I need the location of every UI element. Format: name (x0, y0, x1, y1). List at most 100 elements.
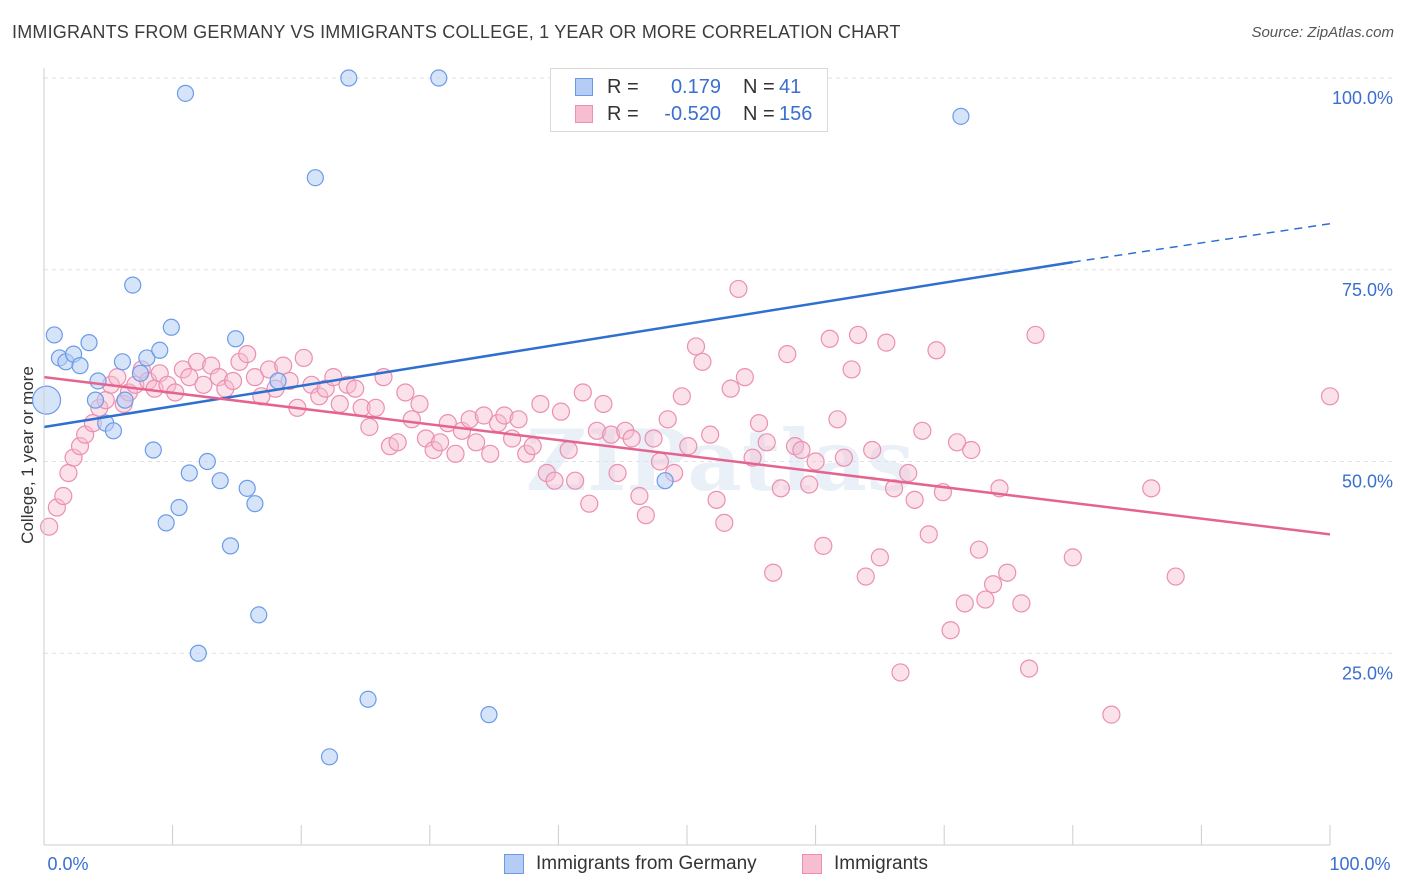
immigrants-point (778, 345, 797, 364)
germany-point (113, 353, 132, 371)
immigrants-point (1012, 594, 1031, 613)
germany-point (157, 514, 175, 532)
germany-trend-extension (1072, 222, 1331, 263)
immigrants-point (658, 410, 677, 429)
immigrants-point (509, 410, 528, 429)
legend-r-value: -0.520 (664, 102, 721, 125)
correlation-legend: R = 0.179 N = 41 R = -0.520 N = 156 (550, 68, 828, 132)
immigrants-point (870, 548, 890, 567)
germany-point (144, 441, 162, 459)
immigrants-point (701, 425, 720, 444)
germany-point (227, 330, 245, 348)
immigrants-point (40, 517, 59, 536)
immigrants-point (54, 486, 73, 506)
immigrants-point (715, 513, 734, 532)
legend-r-label: R = (607, 75, 639, 98)
germany-point (45, 326, 63, 344)
immigrants-point (842, 360, 861, 379)
immigrants-point (1019, 659, 1039, 678)
legend-swatch-pink (575, 105, 593, 123)
germany-point (198, 452, 216, 471)
germany-point (138, 349, 156, 367)
germany-point (131, 364, 150, 382)
immigrants-point (608, 463, 627, 483)
immigrants-point (545, 471, 564, 490)
immigrants-point (721, 379, 740, 398)
germany-point (31, 385, 62, 415)
immigrants-point (47, 498, 66, 517)
immigrants-point (446, 444, 465, 463)
legend-row-germany: R = 0.179 N = 41 (575, 74, 801, 100)
immigrants-point (594, 394, 613, 414)
bottom-legend-germany: Immigrants from Germany (504, 852, 757, 876)
immigrants-point (848, 325, 868, 345)
immigrants-point (771, 479, 790, 498)
immigrants-point (672, 387, 691, 406)
legend-n-label: N = (743, 102, 775, 125)
immigrants-point (108, 368, 127, 387)
immigrants-point (622, 429, 641, 448)
immigrants-point (1063, 548, 1082, 567)
immigrants-point (743, 448, 762, 467)
y-tick-label: 50.0% (1342, 472, 1393, 492)
immigrants-point (800, 475, 819, 494)
legend-n-value: 156 (779, 102, 813, 125)
immigrants-point (820, 329, 839, 348)
immigrants-point (757, 433, 776, 452)
immigrants-point (1320, 387, 1340, 406)
immigrants-trend-line (43, 375, 1331, 536)
immigrants-point (877, 333, 896, 352)
bottom-legend-swatch-pink (802, 854, 822, 874)
germany-point (952, 107, 970, 125)
immigrants-point (551, 402, 571, 421)
axis-layer: 25.0% 50.0% 75.0% 100.0% 0.0% 100.0% (43, 68, 1393, 874)
immigrants-point (899, 463, 918, 483)
germany-point (124, 276, 142, 294)
germany-point (246, 495, 264, 513)
germany-point (656, 472, 674, 490)
immigrants-point (947, 433, 967, 452)
germany-point (320, 748, 339, 766)
immigrants-point (460, 410, 479, 429)
immigrants-point (187, 352, 207, 371)
immigrants-point (223, 371, 243, 391)
immigrants-point (834, 448, 853, 467)
germany-point (116, 391, 134, 409)
legend-n-value: 41 (779, 75, 802, 98)
immigrants-point (259, 360, 279, 379)
immigrants-point (735, 368, 754, 387)
germany-point (269, 372, 287, 390)
germany-point (89, 372, 107, 390)
chart-title: IMMIGRANTS FROM GERMANY VS IMMIGRANTS CO… (12, 22, 901, 42)
immigrants-point (983, 575, 1003, 594)
germany-point (104, 422, 123, 440)
immigrants-point (891, 663, 910, 682)
immigrants-point (531, 394, 550, 414)
immigrants-point (686, 337, 706, 356)
immigrants-point (481, 444, 500, 463)
germany-trend-line (43, 260, 1073, 429)
x-tick-label-min: 0.0% (47, 854, 88, 874)
immigrants-point (580, 494, 599, 513)
immigrants-point (969, 540, 989, 559)
immigrants-point (998, 563, 1017, 582)
immigrants-point (410, 394, 429, 414)
immigrants-point (566, 471, 585, 490)
y-tick-label: 100.0% (1332, 88, 1393, 108)
germany-point (221, 537, 240, 555)
legend-r-value: 0.179 (670, 75, 721, 98)
immigrants-point (919, 525, 938, 544)
immigrants-point (1026, 325, 1045, 345)
germany-point (211, 472, 229, 490)
immigrants-point (495, 406, 514, 425)
immigrants-point (402, 410, 421, 429)
y-tick-label: 25.0% (1342, 663, 1393, 683)
immigrants-point (679, 437, 698, 456)
immigrants-point (828, 410, 847, 429)
immigrants-point (523, 437, 542, 456)
immigrants-point (1142, 479, 1161, 498)
legend-n-label: N = (743, 75, 775, 98)
x-tick-label-max: 100.0% (1329, 854, 1390, 874)
immigrants-point (764, 563, 783, 582)
immigrants-point (274, 356, 293, 375)
